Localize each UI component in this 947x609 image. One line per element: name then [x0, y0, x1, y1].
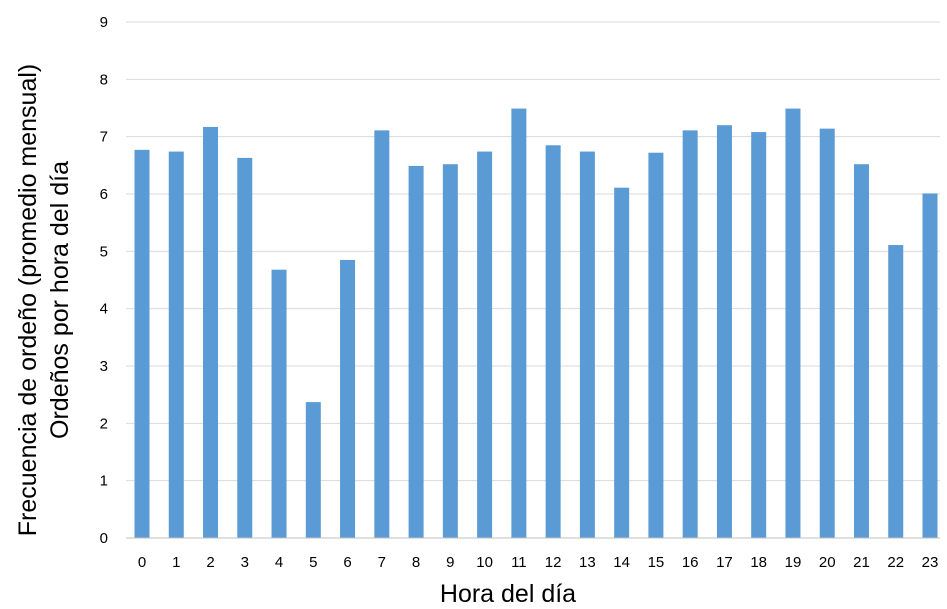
x-tick-label: 0	[138, 554, 146, 571]
y-tick-label: 0	[100, 530, 108, 547]
bar-hour-3	[237, 157, 253, 538]
y-axis-title-line1: Frecuencia de ordeño (promedio mensual)	[14, 64, 42, 536]
gridlines	[126, 21, 940, 482]
x-tick-label: 11	[511, 554, 527, 571]
bar-hour-18	[751, 132, 767, 538]
bar-hour-20	[819, 128, 835, 538]
x-tick-label: 6	[343, 554, 351, 571]
x-tick-label: 10	[476, 554, 493, 571]
bar-hour-2	[203, 126, 219, 539]
bar-hour-17	[716, 125, 732, 538]
y-tick-label: 8	[100, 71, 108, 88]
bar-hour-13	[579, 151, 595, 538]
bar-hour-15	[648, 152, 664, 538]
bar-hour-19	[785, 108, 801, 538]
x-axis-title: Hora del día	[440, 580, 576, 608]
x-tick-label: 13	[579, 554, 596, 571]
bar-hour-8	[408, 165, 424, 538]
bar-hour-22	[888, 245, 904, 538]
y-tick-label: 2	[100, 415, 108, 432]
x-tick-label: 14	[613, 554, 630, 571]
x-tick-label: 3	[241, 554, 249, 571]
y-tick-label: 3	[100, 358, 108, 375]
bar-hour-0	[134, 149, 150, 538]
bar-hour-1	[168, 151, 184, 538]
bar-hour-21	[853, 164, 869, 539]
x-tick-label: 18	[750, 554, 767, 571]
x-tick-label: 8	[412, 554, 420, 571]
x-tick-label: 7	[378, 554, 386, 571]
x-tick-label: 5	[309, 554, 317, 571]
x-tick-label: 17	[716, 554, 733, 571]
bar-hour-16	[682, 130, 698, 539]
bars	[134, 108, 938, 539]
y-tick-labels: 0 1 2 3 4 5 6 7 8 9	[100, 14, 108, 547]
y-tick-label: 5	[100, 243, 108, 260]
x-tick-labels: 0 1 2 3 4 5 6 7 8 9 10 11 12 13 14 15 16 17 18 19 20 21 22 23	[138, 554, 939, 571]
bar-hour-6	[340, 259, 356, 538]
x-tick-label: 22	[887, 554, 904, 571]
x-tick-label: 12	[545, 554, 562, 571]
bar-hour-14	[614, 187, 630, 538]
x-tick-label: 4	[275, 554, 283, 571]
x-tick-label: 23	[922, 554, 939, 571]
y-tick-label: 9	[100, 14, 108, 31]
x-tick-label: 15	[648, 554, 665, 571]
y-tick-label: 6	[100, 186, 108, 203]
x-tick-label: 21	[853, 554, 870, 571]
x-tick-label: 1	[172, 554, 180, 571]
bar-hour-10	[477, 151, 493, 538]
bar-hour-5	[305, 402, 321, 538]
bar-hour-23	[922, 193, 938, 538]
bar-hour-12	[545, 145, 561, 538]
bar-hour-4	[271, 269, 287, 538]
y-tick-label: 7	[100, 129, 108, 146]
x-tick-label: 2	[206, 554, 214, 571]
x-tick-label: 20	[819, 554, 836, 571]
x-tick-label: 16	[682, 554, 699, 571]
x-tick-label: 19	[785, 554, 802, 571]
bar-hour-9	[442, 164, 458, 539]
y-axis-title-line2: Ordeños por hora del día	[46, 161, 74, 439]
bar-hour-7	[374, 130, 390, 539]
y-tick-label: 4	[100, 301, 108, 318]
bar-hour-11	[511, 108, 527, 538]
y-tick-label: 1	[100, 473, 108, 490]
x-tick-label: 9	[446, 554, 454, 571]
